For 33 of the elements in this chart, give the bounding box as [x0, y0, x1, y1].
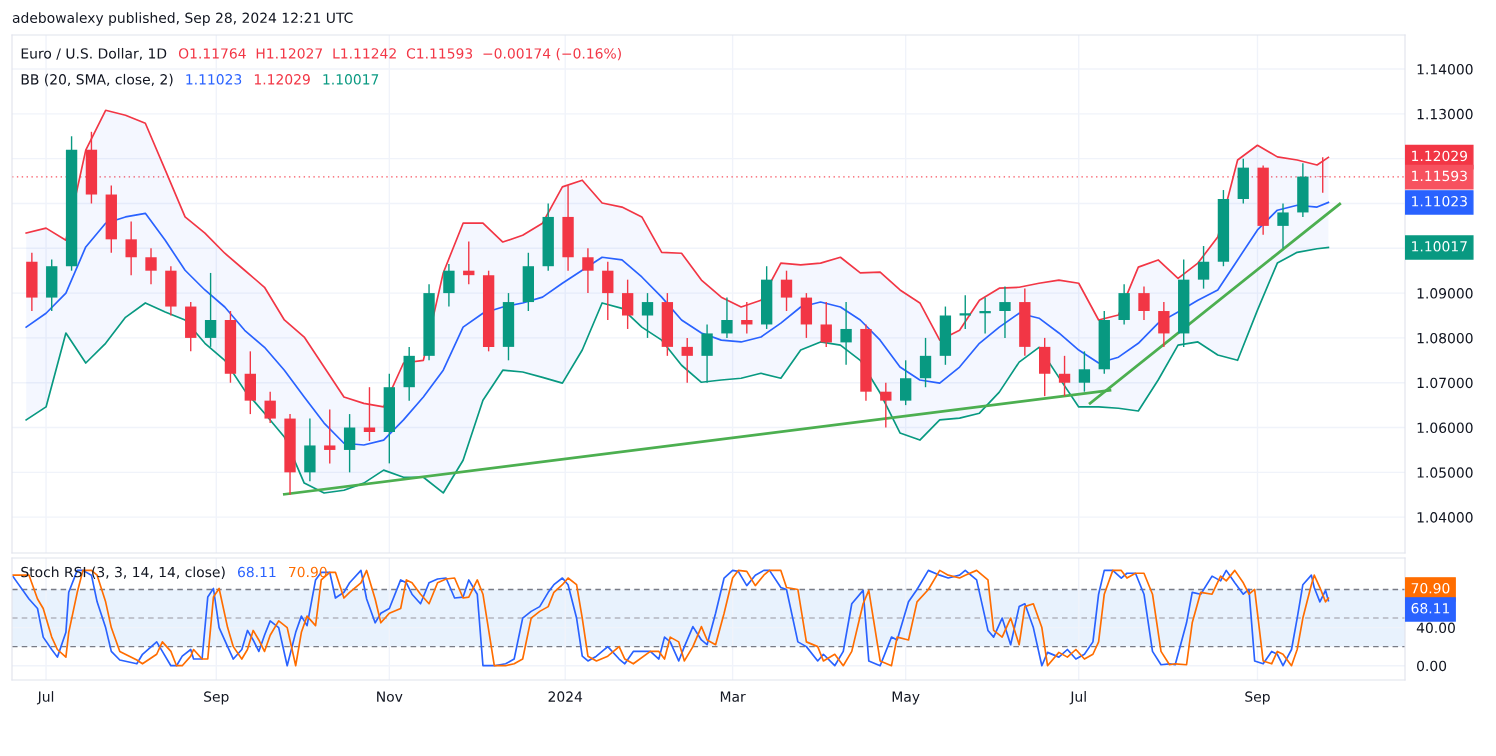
text: 68.11	[1411, 602, 1450, 614]
text: 1.11023	[1412, 195, 1467, 207]
ref-line-label: 1.11593	[1412, 170, 1467, 182]
text: 70.90	[1411, 582, 1450, 594]
annotation: 68.11	[237, 566, 276, 578]
y-tick-label: 0.00	[1417, 660, 1447, 672]
y-tick-label: 1.05000	[1417, 467, 1473, 478]
x-tick-label: 2024	[548, 691, 583, 702]
annotation: 70.90	[289, 566, 327, 578]
y-tick-label: 1.14000	[1417, 64, 1473, 75]
annotation: BB (20, SMA, close, 2)	[21, 73, 173, 87]
x-tick-label: Nov	[377, 691, 403, 702]
annotation: O1.11764 H1.12027 L1.11242 C1.11593 −0.00174 (−0.16%)	[178, 47, 621, 61]
y-tick-label: 1.08000	[1417, 332, 1473, 344]
x-tick-label: Sep	[1245, 691, 1270, 705]
annotation: 1.10017	[323, 74, 379, 85]
annotation: 1.11023	[186, 74, 242, 85]
x-tick-label: Jul	[1069, 691, 1086, 705]
y-tick-label: 1.07000	[1417, 377, 1473, 389]
text: adebowalexy published, Sep 28, 2024 12:21 UTC	[12, 12, 353, 26]
x-tick-label: Jul	[36, 691, 54, 705]
y-tick-label: 1.09000	[1417, 288, 1473, 299]
y-tick-label: 1.04000	[1417, 512, 1473, 523]
text: 1.12029	[1412, 150, 1468, 162]
y-tick-label: 40.00	[1416, 622, 1455, 634]
x-tick-label: Sep	[204, 691, 229, 705]
y-tick-label: 1.13000	[1417, 108, 1473, 120]
text: Euro / U.S. Dollar, 1D	[21, 47, 167, 61]
x-tick-label: Mar	[720, 691, 746, 702]
text: 1.10017	[1412, 241, 1467, 252]
y-tick-label: 1.06000	[1417, 422, 1473, 434]
x-tick-label: May	[892, 691, 920, 705]
annotation: 1.12029	[254, 74, 310, 85]
